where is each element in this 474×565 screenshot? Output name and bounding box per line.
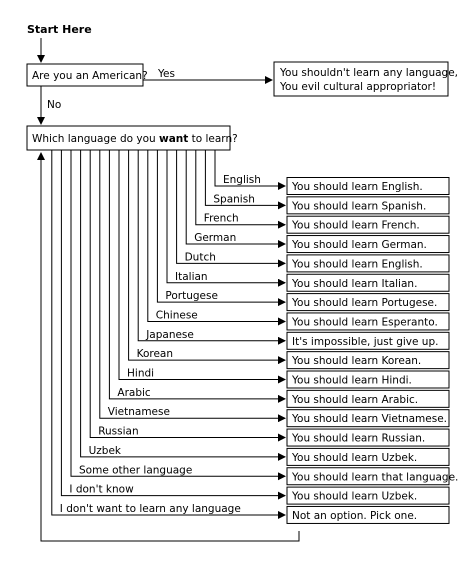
result-text: You should learn Spanish. [291, 200, 426, 212]
branch-label: Uzbek [89, 445, 122, 457]
branch-arrow [70, 150, 286, 481]
result-box [286, 331, 450, 350]
result-text: It's impossible, just give up. [292, 336, 438, 348]
branch-arrow [156, 150, 286, 307]
appropriator-result-line2: You evil cultural appropriator! [279, 81, 436, 93]
result-text: You should learn Arabic. [291, 394, 418, 406]
branch-arrow [108, 150, 286, 403]
result-box [286, 351, 450, 370]
result-text: You should learn that language. [291, 471, 458, 483]
result-box [286, 389, 450, 408]
branch-label: Dutch [185, 251, 216, 263]
branch-arrow [118, 150, 286, 384]
branch-arrow [99, 150, 286, 423]
branch-label: I don't know [69, 484, 134, 496]
branch-label: Spanish [213, 193, 254, 205]
branch-label: Japanese [145, 329, 194, 341]
result-text: You should learn English. [291, 181, 423, 193]
branch-label: Italian [175, 271, 208, 283]
no-label: No [47, 99, 61, 111]
language-branches: English You should learn English. Spanish Y… [51, 150, 458, 524]
result-box [286, 254, 450, 273]
result-text: You should learn English. [291, 258, 423, 270]
result-text: You should learn Russian. [291, 433, 425, 445]
branch-label: Arabic [117, 387, 151, 399]
appropriator-result-box [273, 61, 449, 97]
branch-arrow [128, 150, 286, 365]
loop-back-arrow [37, 152, 300, 542]
branch-label: Korean [137, 348, 173, 360]
branch-label: Chinese [156, 309, 198, 321]
start-label: Start Here [27, 23, 92, 36]
result-text: You should learn Italian. [291, 278, 417, 290]
result-text: You should learn Korean. [291, 355, 421, 367]
branch-arrow [60, 150, 286, 500]
result-text: You should learn Esperanto. [291, 316, 438, 328]
branch-arrow [166, 150, 286, 287]
result-box [286, 215, 450, 234]
result-text: You should learn Hindi. [291, 375, 412, 387]
branch-label: I don't want to learn any language [60, 503, 241, 515]
branch-label: Some other language [79, 464, 192, 476]
result-text: You should learn German. [291, 239, 427, 251]
question-language-text: Which language do you want to learn? [32, 133, 238, 145]
branch-arrow [51, 150, 286, 519]
result-box [286, 196, 450, 215]
branch-label: Vietnamese [108, 406, 170, 418]
result-box [286, 293, 450, 312]
yes-label: Yes [157, 68, 175, 80]
result-box [286, 312, 450, 331]
branch-label: English [223, 174, 261, 186]
branch-label: Portugese [165, 290, 218, 302]
branch-label: Russian [98, 426, 138, 438]
branch-arrow [80, 150, 286, 461]
branch-arrow [147, 150, 286, 326]
result-text: Not an option. Pick one. [292, 510, 417, 522]
result-text: You should learn French. [291, 220, 420, 232]
branch-arrow [89, 150, 286, 442]
result-text: You should learn Vietnamese. [291, 413, 447, 425]
branch-label: German [194, 232, 236, 244]
branch-label: French [204, 213, 239, 225]
result-box [286, 370, 450, 389]
branch-arrow [176, 150, 286, 268]
result-box [286, 273, 450, 292]
branch-arrow [195, 150, 286, 229]
result-text: You should learn Portugese. [291, 297, 437, 309]
result-box [286, 447, 450, 466]
branch-label: Hindi [127, 368, 154, 380]
result-box [286, 235, 450, 254]
result-box [286, 486, 450, 505]
result-box [286, 177, 450, 195]
result-text: You should learn Uzbek. [291, 452, 417, 464]
branch-arrow [204, 150, 286, 210]
question-american-text: Are you an American? [32, 70, 148, 82]
branch-arrow [214, 150, 286, 190]
result-box [286, 409, 450, 428]
branch-arrow [185, 150, 286, 249]
result-box [286, 428, 450, 447]
result-box [286, 505, 450, 524]
question-american-box [26, 63, 144, 87]
result-box [286, 467, 450, 486]
result-text: You should learn Uzbek. [291, 491, 417, 503]
question-language-box [26, 125, 231, 151]
branch-arrow [137, 150, 286, 345]
appropriator-result-line1: You shouldn't learn any language, [279, 67, 458, 79]
